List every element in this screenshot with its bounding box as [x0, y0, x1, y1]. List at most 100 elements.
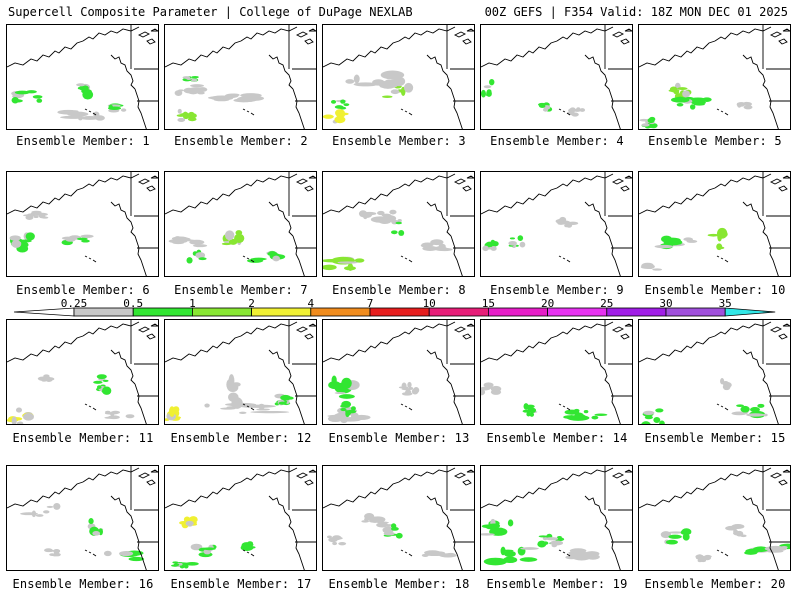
ensemble-member-label: Ensemble Member: 2: [174, 134, 308, 148]
ensemble-member-map: [480, 465, 633, 571]
scp-field-blob: [398, 381, 420, 396]
coastline-layer: [639, 320, 790, 424]
ensemble-member-map: [638, 24, 791, 130]
member-map-canvas: [165, 320, 316, 424]
scp-field-blob: [165, 406, 182, 421]
colorbar-tick-label: 0.5: [123, 297, 144, 310]
scp-field-blob: [660, 528, 692, 545]
colorbar-tick-label: 7: [366, 297, 374, 310]
scp-field-blob: [358, 209, 397, 224]
member-map-canvas: [639, 172, 790, 276]
scp-field-blob: [170, 561, 199, 569]
ensemble-member-label: Ensemble Member: 9: [490, 283, 624, 297]
scp-field-blob: [240, 541, 256, 551]
member-map-canvas: [639, 320, 790, 424]
scp-field-blob: [538, 102, 553, 112]
colorbar-segment: [606, 307, 667, 317]
ensemble-member-label: Ensemble Member: 4: [490, 134, 624, 148]
scp-field-blob: [190, 543, 217, 558]
ensemble-member-map: [322, 319, 475, 425]
ensemble-member-label: Ensemble Member: 6: [16, 283, 150, 297]
ensemble-member-map: [480, 171, 633, 277]
scp-field-blob: [522, 403, 538, 417]
colorbar-segment: [191, 307, 252, 317]
scp-field-blob: [481, 518, 514, 536]
ensemble-member-label: Ensemble Member: 19: [486, 577, 628, 591]
colorbar-tick-label: 4: [307, 297, 315, 310]
scp-field-blob: [323, 256, 365, 271]
coastline-layer: [7, 320, 158, 424]
ensemble-member-map: [164, 465, 317, 571]
coastline-layer: [639, 25, 790, 129]
coastline-layer: [7, 466, 158, 570]
scp-field-blob: [87, 518, 104, 536]
scp-field-blob: [93, 374, 112, 395]
scp-field-blob: [61, 234, 94, 246]
member-map-canvas: [7, 172, 158, 276]
member-map-canvas: [481, 466, 632, 570]
ensemble-member-label: Ensemble Member: 14: [486, 431, 628, 445]
ensemble-member-map: [638, 465, 791, 571]
scp-field-blob: [481, 382, 502, 396]
ensemble-member-map: [6, 171, 159, 277]
colorbar-segment: [665, 307, 726, 317]
ensemble-member-label: Ensemble Member: 11: [12, 431, 154, 445]
colorbar-segment: [547, 307, 608, 317]
scp-field-blob: [725, 523, 747, 538]
coastline-layer: [165, 25, 316, 129]
scp-field-blob: [744, 543, 790, 555]
scp-field-blob: [720, 378, 732, 391]
scp-field-blob: [104, 410, 135, 420]
scp-field-blob: [731, 403, 768, 419]
scp-field-blob: [565, 548, 600, 561]
ensemble-member-map: [480, 319, 633, 425]
scp-field-blob: [20, 502, 61, 518]
scp-field-blob: [107, 103, 127, 113]
scp-field-blob: [707, 227, 728, 251]
coastline-layer: [165, 172, 316, 276]
scp-field-blob: [483, 546, 539, 566]
scp-field-blob: [508, 235, 526, 249]
ensemble-member-label: Ensemble Member: 13: [328, 431, 470, 445]
member-map-canvas: [323, 172, 474, 276]
scp-field-blob: [37, 374, 55, 382]
ensemble-member-map: [6, 319, 159, 425]
ensemble-member-map: [6, 465, 159, 571]
scp-field-blob: [567, 107, 586, 117]
coastline-layer: [481, 466, 632, 570]
ensemble-member-label: Ensemble Member: 3: [332, 134, 466, 148]
colorbar-segment: [251, 307, 312, 317]
colorbar-tick-label: 2: [248, 297, 255, 310]
scp-field-blob: [221, 230, 245, 246]
colorbar-tick-label: 0.25: [60, 297, 88, 310]
coastline-layer: [323, 320, 474, 424]
coastline-layer: [165, 466, 316, 570]
scp-field-blob: [7, 407, 34, 424]
scp-field-blob: [555, 216, 579, 228]
scp-field-blob: [340, 400, 358, 418]
member-map-canvas: [639, 25, 790, 129]
colorbar-tick-label: 15: [481, 297, 496, 310]
valid-time-label: 00Z GEFS | F354 Valid: 18Z MON DEC 01 20…: [484, 5, 788, 19]
scp-field-blob: [537, 533, 565, 548]
coastline-layer: [481, 320, 632, 424]
coastline-layer: [481, 25, 632, 129]
colorbar-segment: [369, 307, 430, 317]
scp-field-blob: [361, 513, 397, 528]
colorbar-segment: [487, 307, 548, 317]
ensemble-member-map: [322, 465, 475, 571]
member-map-canvas: [639, 466, 790, 570]
colorbar-tick-label: 30: [659, 297, 673, 310]
ensemble-member-label: Ensemble Member: 8: [332, 283, 466, 297]
colorbar-max-arrow: [724, 307, 776, 317]
scp-field-blob: [23, 210, 49, 220]
scp-field-blob: [168, 236, 208, 248]
ensemble-member-map: [480, 24, 633, 130]
coastline-layer: [639, 466, 790, 570]
colorbar-tick-label: 20: [540, 297, 555, 310]
scp-field-blob: [182, 75, 199, 82]
scp-field-blob: [391, 218, 405, 236]
scp-field-blob: [482, 239, 499, 252]
member-map-canvas: [165, 172, 316, 276]
ensemble-member-label: Ensemble Member: 1: [16, 134, 150, 148]
